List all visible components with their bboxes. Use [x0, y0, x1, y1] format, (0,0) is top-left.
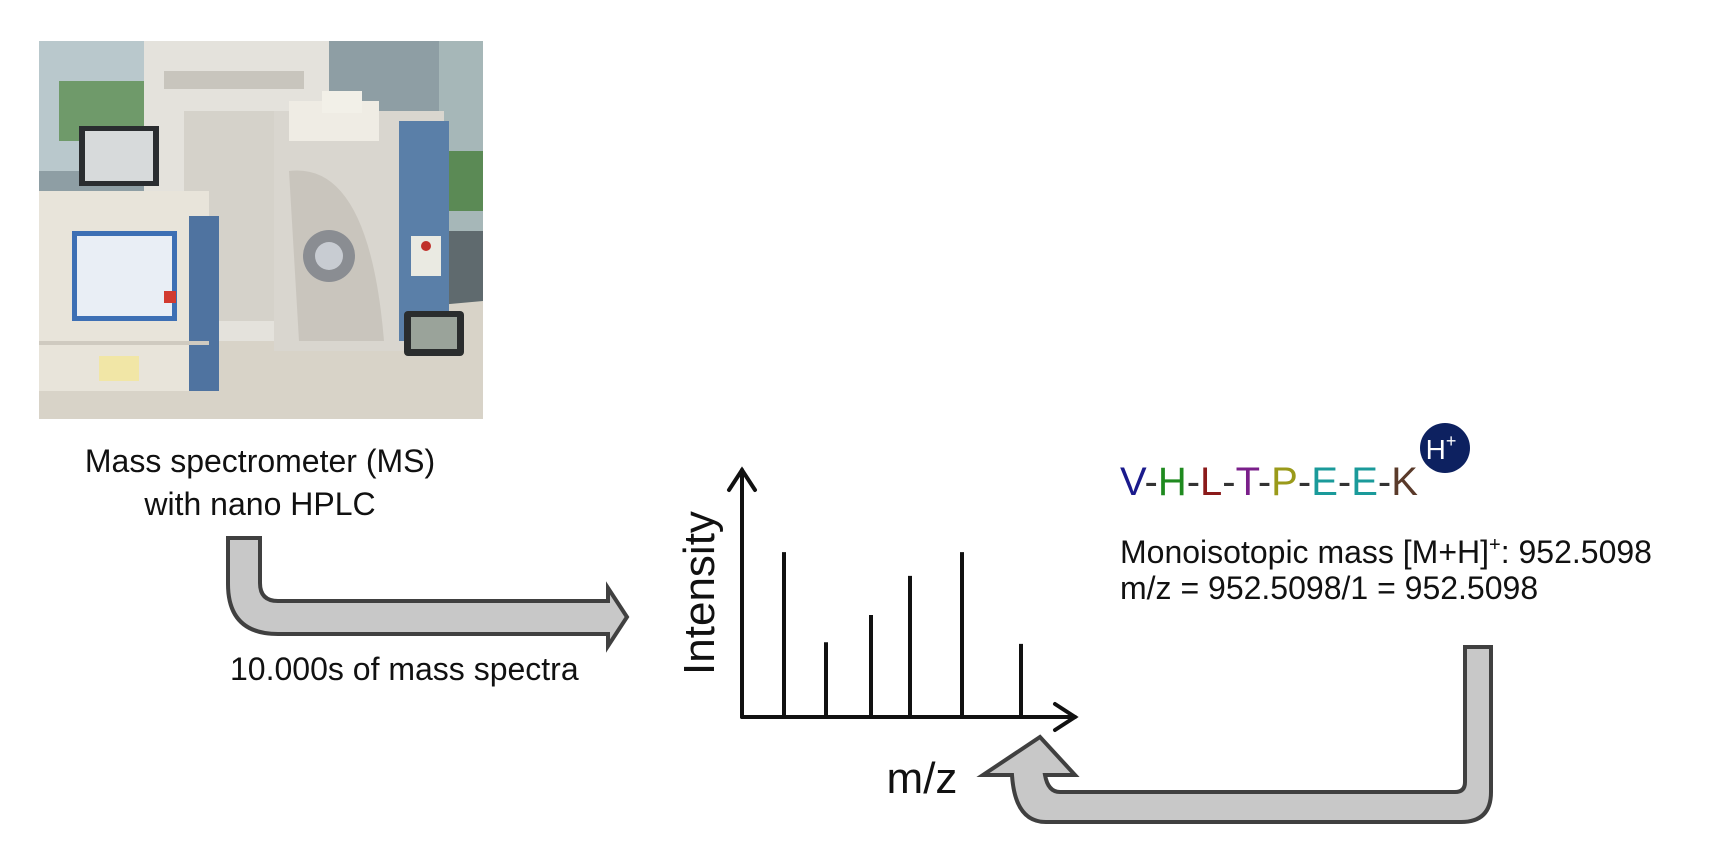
mz-calculation-line: m/z = 952.5098/1 = 952.5098 [1120, 570, 1539, 606]
mass-spectrometer-photo [39, 41, 483, 419]
peptide-residue: H [1157, 460, 1187, 504]
mono-prefix: Monoisotopic mass [M+H] [1120, 534, 1490, 570]
proton-badge-charge: + [1446, 431, 1457, 451]
ms-caption-line-1: Mass spectrometer (MS) [84, 443, 436, 479]
svg-text:H+: H+ [1426, 431, 1457, 465]
proton-badge-letter: H [1426, 434, 1446, 465]
y-axis-arrowhead [727, 466, 757, 492]
peptide-residue: E [1311, 460, 1338, 504]
peptide-residue: L [1200, 460, 1223, 504]
peptide-separator: - [1186, 460, 1201, 504]
proton-badge: H+ [1420, 423, 1470, 473]
peptide-residue: T [1235, 460, 1258, 504]
arrow-ms-to-spectra [226, 536, 630, 653]
spectrum-axes [727, 466, 1079, 732]
mass-spectrometer-caption: Mass spectrometer (MS) with nano HPLC [40, 440, 480, 526]
peptide-separator: - [1144, 460, 1158, 504]
monoisotopic-mass-line: Monoisotopic mass [M+H]+: 952.5098 [1120, 524, 1652, 574]
peptide-separator: - [1377, 460, 1392, 504]
peptide-separator: - [1257, 460, 1272, 504]
x-axis-arrowhead [1053, 702, 1079, 732]
peptide-sequence: V-H-L-T-P-E-E-K [1120, 460, 1418, 505]
spectrum-peaks [782, 552, 1023, 717]
peptide-separator: - [1297, 460, 1312, 504]
ms-caption-line-2: with nano HPLC [144, 486, 376, 522]
peptide-separator: - [1337, 460, 1352, 504]
peptide-separator: - [1222, 460, 1236, 504]
mono-value: : 952.5098 [1500, 534, 1652, 570]
peptide-residue: P [1271, 460, 1298, 504]
peptide-residue: K [1391, 460, 1418, 504]
peptide-residue: E [1351, 460, 1378, 504]
mono-charge: + [1489, 534, 1501, 556]
x-axis-label: m/z [887, 754, 958, 803]
y-axis-label: Intensity [675, 511, 724, 675]
spectra-caption: 10.000s of mass spectra [230, 651, 579, 687]
arrow-mass-to-spectrum [976, 645, 1493, 824]
peptide-residue: V [1120, 460, 1145, 504]
